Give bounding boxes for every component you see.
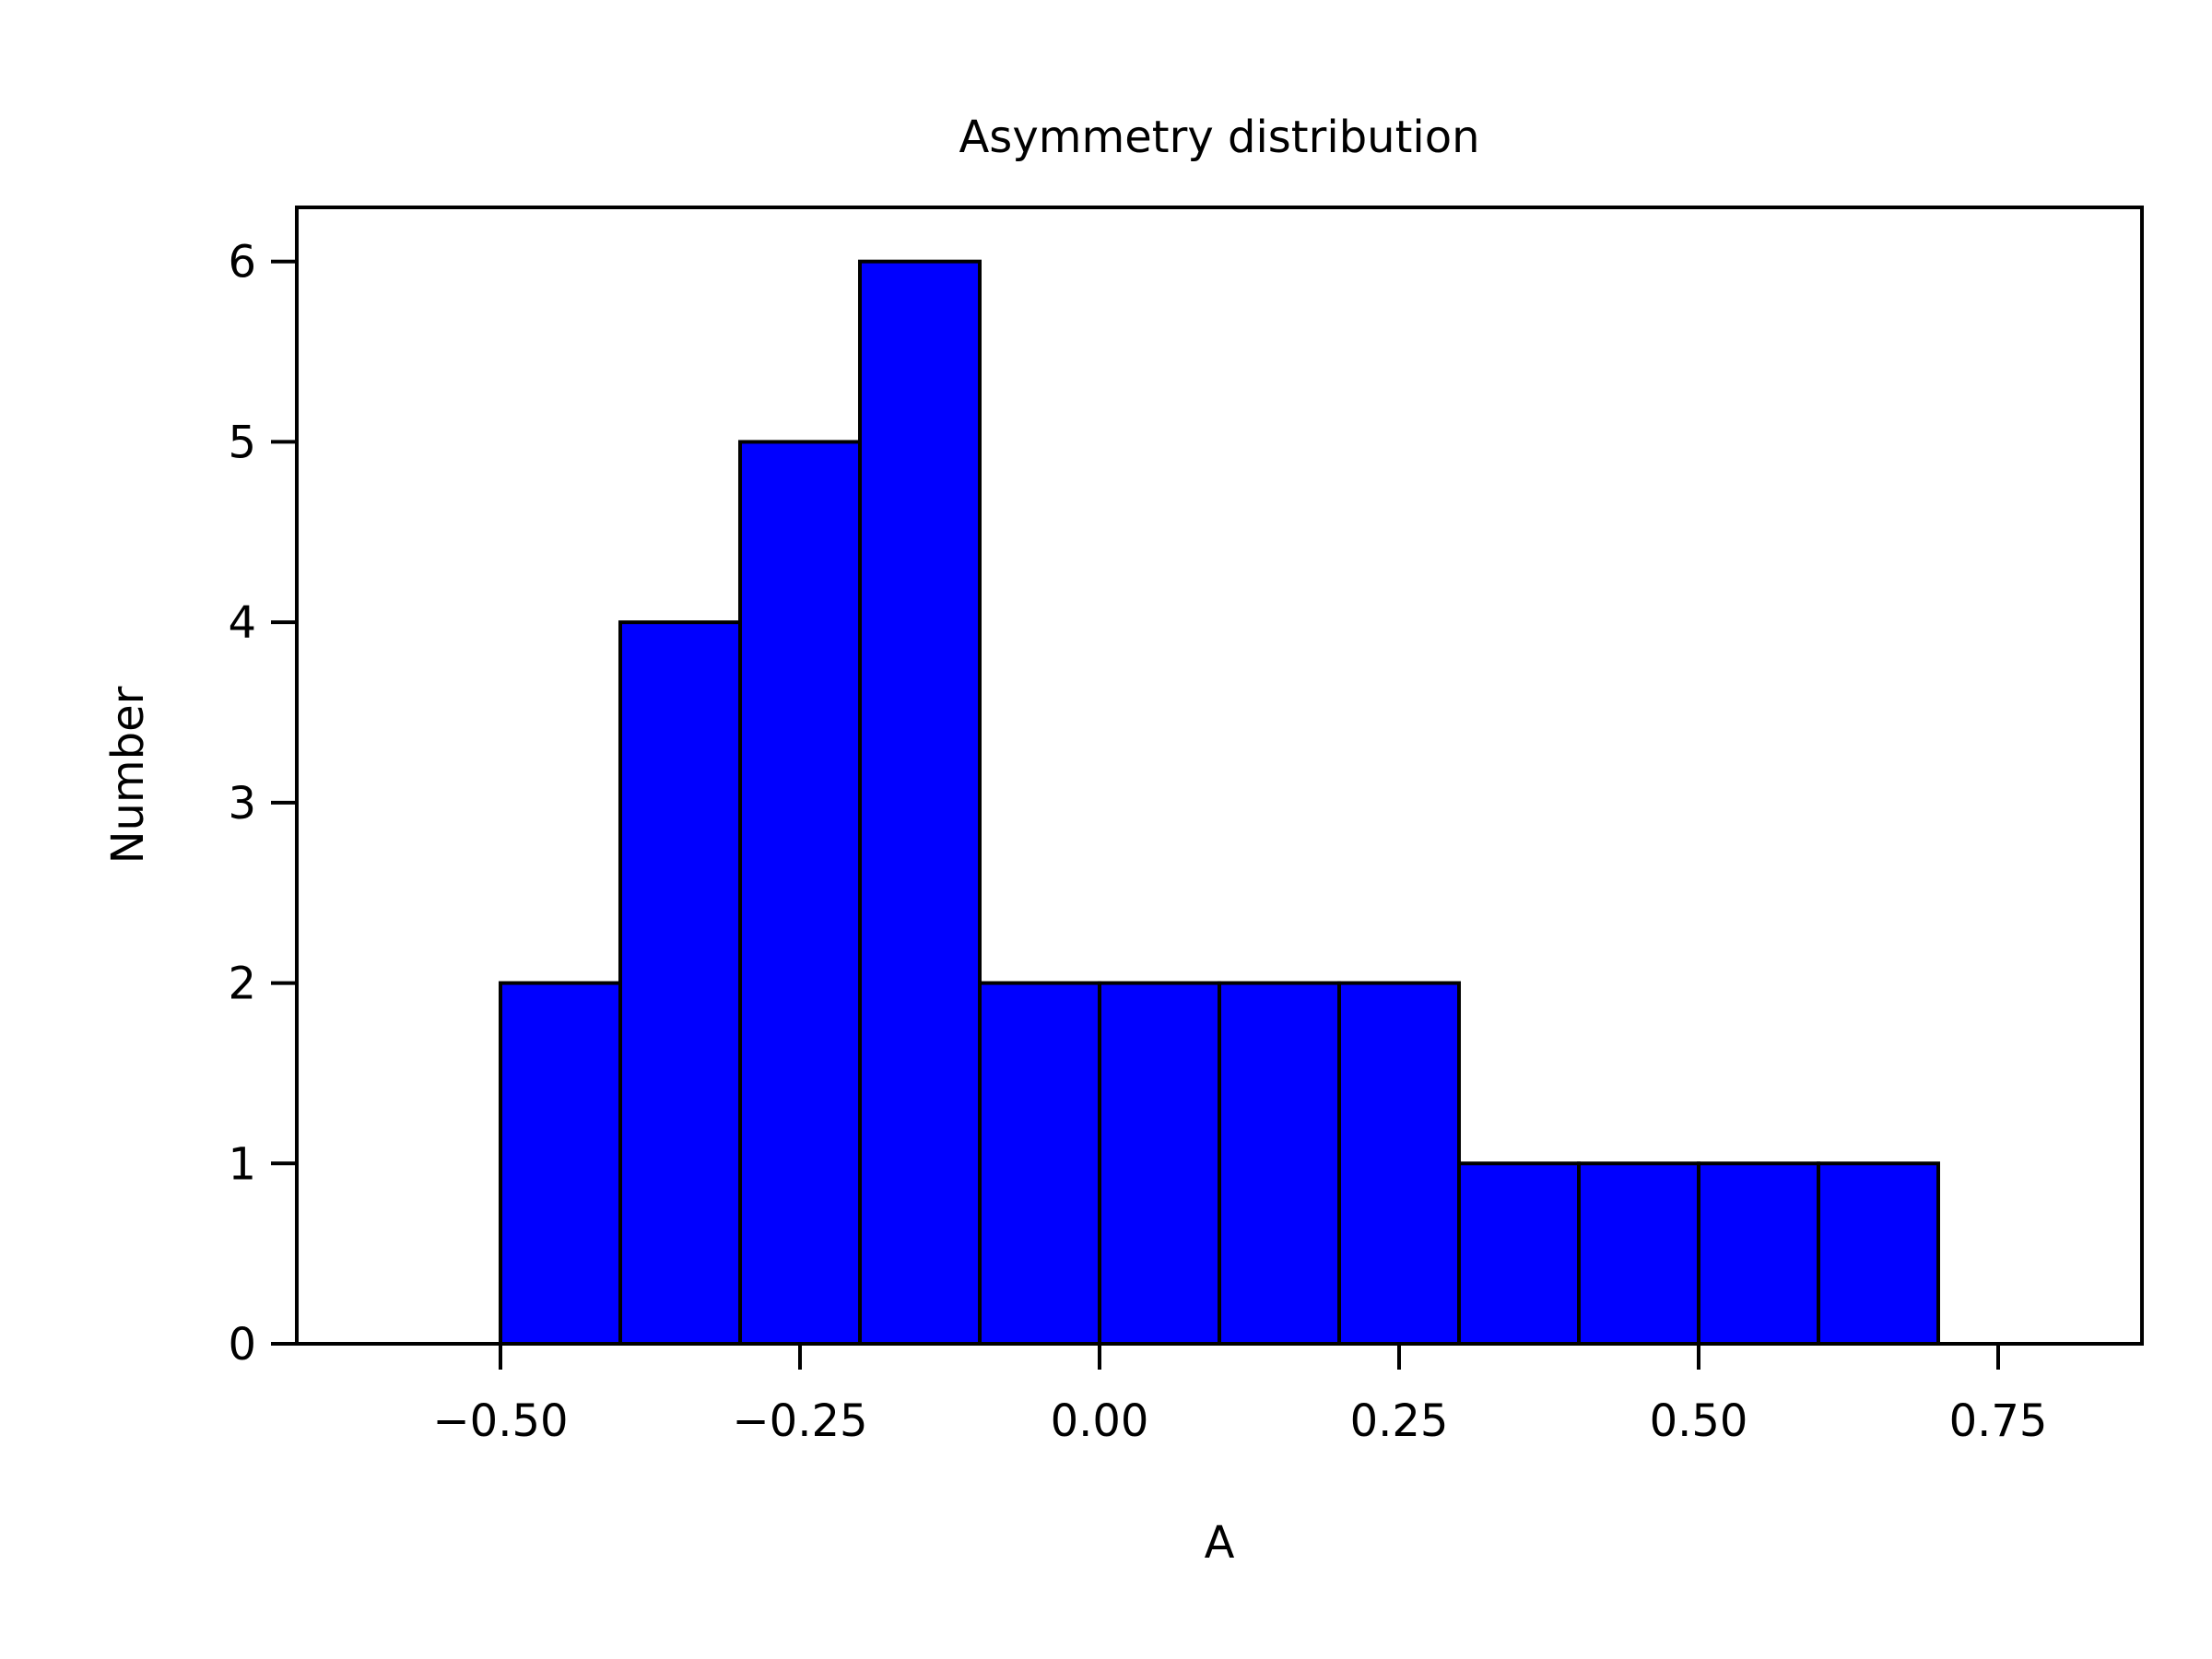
x-tick-label: 0.50 <box>1650 1395 1748 1447</box>
y-axis-label: Number <box>102 686 154 864</box>
y-tick-label: 4 <box>228 597 256 649</box>
histogram-bar <box>1218 981 1341 1346</box>
y-tick-label: 1 <box>228 1138 256 1190</box>
y-axis-ticks: 0 1 2 3 4 5 6 <box>228 237 297 1371</box>
histogram-bar <box>618 620 742 1346</box>
x-axis-ticks: −0.50 −0.25 0.00 0.25 0.50 0.75 <box>432 1344 2047 1447</box>
x-tick-label: 0.75 <box>1949 1395 2048 1447</box>
x-tick-label: −0.25 <box>732 1395 867 1447</box>
x-tick-label: 0.00 <box>1051 1395 1149 1447</box>
chart-title: Asymmetry distribution <box>959 112 1479 163</box>
y-tick-label: 5 <box>228 417 256 468</box>
x-tick-label: −0.50 <box>432 1395 568 1447</box>
y-tick-label: 0 <box>228 1319 256 1371</box>
histogram-bar <box>1098 981 1221 1346</box>
y-tick-label: 2 <box>228 959 256 1010</box>
bars-group <box>499 259 1940 1347</box>
histogram-bar <box>1577 1161 1700 1347</box>
y-tick-label: 3 <box>228 778 256 830</box>
histogram-bar <box>978 981 1101 1346</box>
histogram-bar <box>499 981 622 1346</box>
histogram-bar <box>738 440 862 1346</box>
histogram-bar <box>1817 1161 1940 1347</box>
x-tick-label: 0.25 <box>1350 1395 1449 1447</box>
histogram-bar <box>858 259 982 1347</box>
x-axis-label: A <box>1205 1517 1235 1569</box>
y-tick-label: 6 <box>228 237 256 288</box>
histogram-bar <box>1457 1161 1581 1347</box>
histogram-bar <box>1697 1161 1820 1347</box>
histogram-bar <box>1337 981 1461 1346</box>
plot-frame <box>295 206 2144 1346</box>
